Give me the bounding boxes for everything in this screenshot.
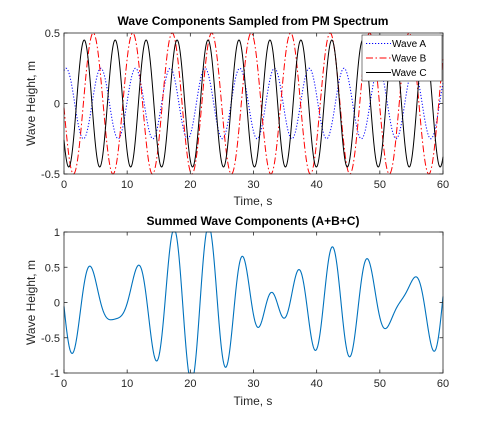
series-line-sum — [63, 231, 444, 374]
bottom-y-ticks: -1 -0.5 0 0.5 1 — [41, 227, 443, 380]
bottom-x-tick-label: 30 — [247, 378, 259, 390]
top-x-tick-label: 40 — [311, 179, 323, 191]
top-x-tick-label: 30 — [247, 179, 259, 191]
bottom-x-tick-label: 60 — [437, 378, 449, 390]
top-y-tick-label: 0.5 — [45, 28, 60, 40]
bottom-y-tick-label: -0.5 — [41, 333, 60, 345]
top-y-axis-label: Wave Height, m — [24, 61, 38, 146]
top-chart-title: Wave Components Sampled from PM Spectrum — [118, 14, 389, 28]
bottom-x-tick-label: 0 — [61, 378, 67, 390]
bottom-x-axis-label: Time, s — [234, 394, 273, 408]
bottom-chart-title: Summed Wave Components (A+B+C) — [147, 214, 360, 228]
top-x-tick-label: 60 — [437, 179, 449, 191]
bottom-x-ticks: 0 10 20 30 40 50 60 — [61, 232, 449, 390]
bottom-x-tick-label: 10 — [121, 378, 133, 390]
top-y-tick-label: -0.5 — [41, 169, 60, 181]
top-y-ticks: -0.5 0 0.5 — [41, 28, 443, 181]
bottom-x-tick-label: 50 — [374, 378, 386, 390]
bottom-series-group — [63, 231, 444, 374]
legend-label-wave-c: Wave C — [391, 68, 426, 79]
top-x-ticks: 0 10 20 30 40 50 60 — [61, 33, 449, 191]
series-line-wave-b — [63, 32, 444, 175]
top-x-tick-label: 0 — [61, 179, 67, 191]
axes-top: Wave Components Sampled from PM Spectrum… — [24, 14, 449, 208]
legend-label-wave-a: Wave A — [392, 39, 426, 50]
bottom-y-tick-label: 0 — [54, 298, 60, 310]
top-x-axis-label: Time, s — [234, 194, 273, 208]
legend-box — [361, 34, 443, 82]
top-series-group — [63, 32, 444, 175]
legend-label-wave-b: Wave B — [392, 54, 427, 65]
legend: Wave A Wave B Wave C — [361, 34, 443, 82]
bottom-x-tick-label: 20 — [184, 378, 196, 390]
axes-bottom: Summed Wave Components (A+B+C) 0 10 20 30 40… — [24, 214, 449, 408]
bottom-y-tick-label: -1 — [50, 368, 60, 380]
bottom-y-axis-label: Wave Height, m — [24, 260, 38, 345]
top-x-tick-label: 20 — [184, 179, 196, 191]
bottom-x-tick-label: 40 — [311, 378, 323, 390]
bottom-y-tick-label: 1 — [54, 227, 60, 239]
top-y-tick-label: 0 — [54, 99, 60, 111]
series-line-wave-c — [63, 39, 444, 168]
top-x-tick-label: 10 — [121, 179, 133, 191]
bottom-y-tick-label: 0.5 — [45, 262, 60, 274]
top-x-tick-label: 50 — [374, 179, 386, 191]
bottom-plot-area — [64, 232, 443, 373]
